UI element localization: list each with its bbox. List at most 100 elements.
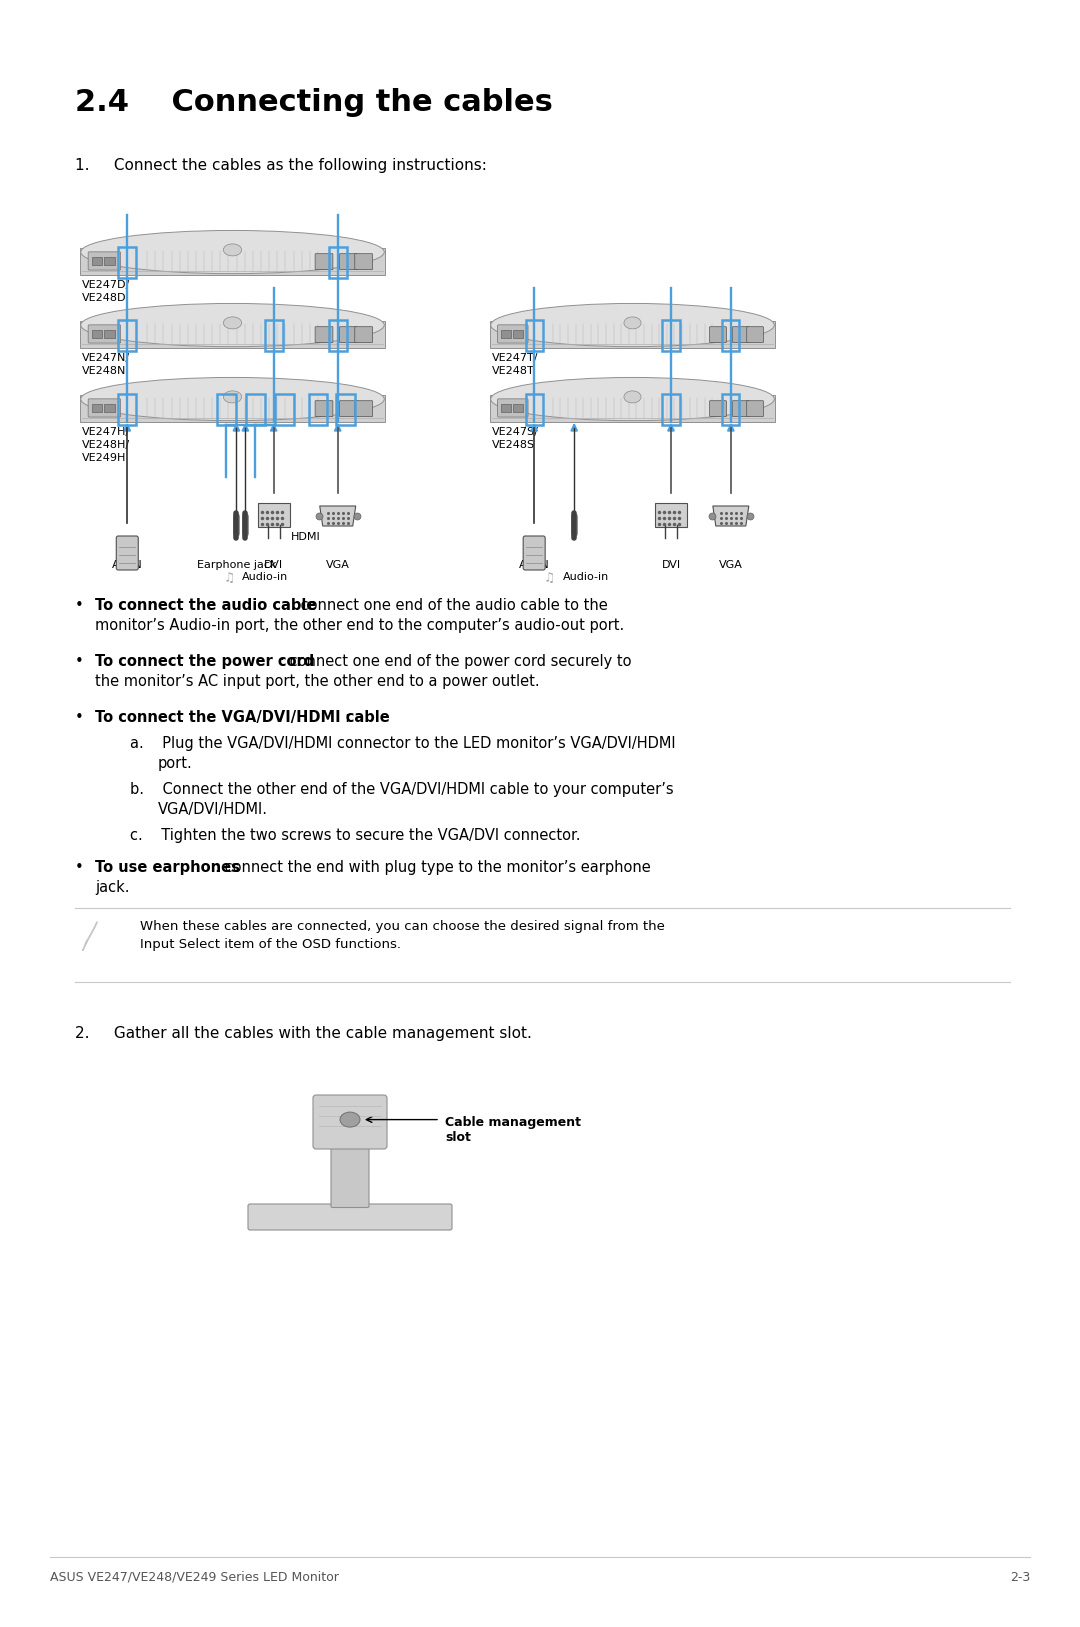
Bar	[265, 321, 283, 351]
Text: VE247D/: VE247D/	[82, 280, 131, 290]
Bar	[662, 321, 679, 351]
FancyBboxPatch shape	[313, 1095, 387, 1149]
Ellipse shape	[490, 304, 774, 347]
Bar	[92, 257, 103, 265]
Text: Input Select item of the OSD functions.: Input Select item of the OSD functions.	[140, 939, 401, 952]
Bar	[246, 394, 265, 425]
FancyBboxPatch shape	[354, 327, 373, 343]
Text: DVI: DVI	[661, 560, 680, 569]
Bar	[328, 321, 347, 351]
FancyBboxPatch shape	[654, 503, 687, 527]
FancyBboxPatch shape	[746, 400, 764, 417]
Ellipse shape	[224, 317, 242, 329]
Ellipse shape	[224, 244, 242, 255]
Bar	[490, 321, 775, 348]
FancyBboxPatch shape	[315, 254, 333, 270]
FancyBboxPatch shape	[732, 400, 750, 417]
FancyBboxPatch shape	[117, 535, 138, 569]
Text: When these cables are connected, you can choose the desired signal from the: When these cables are connected, you can…	[140, 919, 665, 932]
FancyBboxPatch shape	[330, 1144, 369, 1207]
FancyBboxPatch shape	[315, 327, 333, 343]
Ellipse shape	[81, 377, 384, 421]
FancyBboxPatch shape	[339, 254, 357, 270]
Text: 2-3: 2-3	[1010, 1572, 1030, 1585]
Bar	[328, 247, 347, 278]
Text: AC-IN: AC-IN	[112, 560, 143, 569]
Bar	[490, 395, 775, 421]
FancyBboxPatch shape	[523, 535, 545, 569]
Bar	[80, 321, 384, 348]
FancyBboxPatch shape	[339, 327, 357, 343]
Bar	[80, 247, 384, 275]
FancyBboxPatch shape	[258, 503, 289, 527]
Text: •: •	[75, 654, 84, 669]
Text: AC-IN: AC-IN	[518, 560, 550, 569]
FancyBboxPatch shape	[710, 400, 727, 417]
Bar	[118, 394, 136, 425]
Bar	[80, 395, 384, 421]
Bar	[513, 403, 523, 412]
Ellipse shape	[490, 377, 774, 421]
Text: a.    Plug the VGA/DVI/HDMI connector to the LED monitor’s VGA/DVI/HDMI: a. Plug the VGA/DVI/HDMI connector to th…	[130, 735, 676, 752]
Text: jack.: jack.	[95, 880, 130, 895]
Text: Audio-in: Audio-in	[563, 573, 609, 582]
Ellipse shape	[81, 231, 384, 273]
Text: •: •	[75, 599, 84, 613]
Text: VE247T/: VE247T/	[492, 353, 539, 363]
FancyBboxPatch shape	[498, 399, 528, 417]
Text: : connect the end with plug type to the monitor’s earphone: : connect the end with plug type to the …	[215, 861, 651, 875]
Ellipse shape	[624, 317, 642, 329]
Text: •: •	[75, 861, 84, 875]
Polygon shape	[320, 506, 355, 526]
Text: To connect the VGA/DVI/HDMI cable: To connect the VGA/DVI/HDMI cable	[95, 709, 390, 726]
Text: ♫: ♫	[224, 573, 234, 586]
Text: VGA: VGA	[326, 560, 350, 569]
FancyBboxPatch shape	[248, 1204, 453, 1230]
Bar	[309, 394, 327, 425]
Bar	[105, 403, 114, 412]
Text: VE247S/: VE247S/	[492, 426, 539, 438]
Text: c.    Tighten the two screws to secure the VGA/DVI connector.: c. Tighten the two screws to secure the …	[130, 828, 581, 843]
Bar	[723, 321, 740, 351]
FancyBboxPatch shape	[339, 400, 357, 417]
Text: VE247H/: VE247H/	[82, 426, 130, 438]
Bar	[105, 330, 114, 338]
Text: 2.4    Connecting the cables: 2.4 Connecting the cables	[75, 88, 553, 117]
Bar	[526, 321, 543, 351]
FancyBboxPatch shape	[498, 325, 528, 343]
Text: To connect the power cord: To connect the power cord	[95, 654, 314, 669]
Text: VE248T: VE248T	[492, 366, 535, 376]
Text: VGA/DVI/HDMI.: VGA/DVI/HDMI.	[158, 802, 268, 817]
FancyBboxPatch shape	[354, 400, 373, 417]
Text: •: •	[75, 709, 84, 726]
Ellipse shape	[81, 304, 384, 347]
Bar	[92, 403, 103, 412]
Text: : connect one end of the power cord securely to: : connect one end of the power cord secu…	[280, 654, 632, 669]
Bar	[662, 394, 679, 425]
Text: DVI: DVI	[265, 560, 283, 569]
Text: VE247N/: VE247N/	[82, 353, 130, 363]
FancyBboxPatch shape	[89, 252, 121, 270]
Text: :: :	[345, 709, 349, 726]
FancyBboxPatch shape	[89, 325, 121, 343]
Text: VE248D: VE248D	[82, 293, 126, 303]
FancyBboxPatch shape	[354, 254, 373, 270]
Bar	[513, 330, 523, 338]
FancyBboxPatch shape	[746, 327, 764, 343]
Bar	[723, 394, 740, 425]
Text: HDMI: HDMI	[291, 532, 321, 542]
FancyBboxPatch shape	[89, 399, 121, 417]
Text: VE249H: VE249H	[82, 452, 126, 464]
Bar	[275, 394, 294, 425]
Bar	[118, 247, 136, 278]
Bar	[526, 394, 543, 425]
FancyBboxPatch shape	[315, 400, 333, 417]
Text: Audio-in: Audio-in	[242, 573, 288, 582]
Bar	[92, 330, 103, 338]
FancyBboxPatch shape	[710, 327, 727, 343]
Text: : connect one end of the audio cable to the: : connect one end of the audio cable to …	[291, 599, 608, 613]
Bar	[501, 403, 511, 412]
Text: b.    Connect the other end of the VGA/DVI/HDMI cable to your computer’s: b. Connect the other end of the VGA/DVI/…	[130, 783, 674, 797]
Text: 2.     Gather all the cables with the cable management slot.: 2. Gather all the cables with the cable …	[75, 1027, 531, 1041]
Text: monitor’s Audio-in port, the other end to the computer’s audio-out port.: monitor’s Audio-in port, the other end t…	[95, 618, 624, 633]
